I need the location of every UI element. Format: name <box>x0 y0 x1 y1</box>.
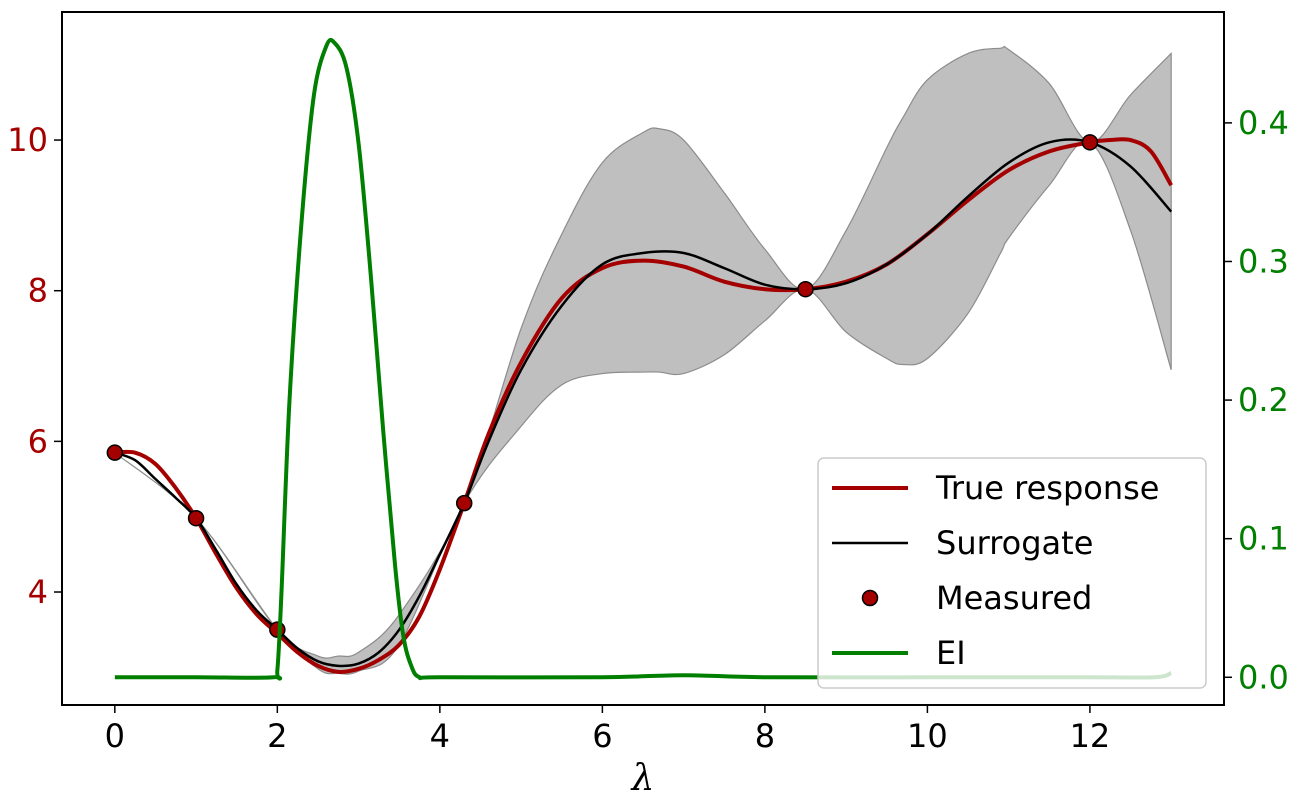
right-y-tick-label: 0.4 <box>1238 104 1289 142</box>
right-y-tick-label: 0.1 <box>1238 520 1289 558</box>
x-tick-label: 0 <box>105 717 125 755</box>
surrogate-line <box>114 138 1173 668</box>
left-y-tick-label: 8 <box>28 272 48 310</box>
legend-ei-label: EI <box>936 634 966 672</box>
x-tick-label: 2 <box>267 717 287 755</box>
left-y-tick-label: 4 <box>28 573 48 611</box>
legend-measured-swatch <box>861 589 879 607</box>
true-response-line <box>114 137 1173 674</box>
measured-point <box>1081 134 1099 151</box>
uncertainty-band-layer <box>114 45 1172 675</box>
measured-point <box>269 621 286 638</box>
uncertainty-band <box>114 45 1172 675</box>
right-y-tick-label: 0.3 <box>1238 242 1289 280</box>
x-axis-ticks: 0 2 4 6 8 10 12 <box>105 705 1111 755</box>
x-tick-label: 6 <box>592 717 612 755</box>
x-tick-label: 12 <box>1070 717 1111 755</box>
x-tick-label: 4 <box>430 717 450 755</box>
right-y-tick-label: 0.0 <box>1238 658 1289 696</box>
plot-frame <box>61 11 1225 706</box>
left-y-axis-ticks: 4 6 8 10 <box>7 121 62 611</box>
right-y-axis-ticks: 0.0 0.1 0.2 0.3 0.4 <box>1224 104 1289 696</box>
legend-surrogate-label: Surrogate <box>936 524 1093 562</box>
ei-line <box>114 37 1172 681</box>
measured-point <box>106 444 124 461</box>
legend-true-response-label: True response <box>935 469 1159 507</box>
series-lines-layer <box>114 137 1173 674</box>
right-y-tick-label: 0.2 <box>1238 381 1289 419</box>
legend-measured-label: Measured <box>936 579 1092 617</box>
measured-point <box>187 509 205 527</box>
x-tick-label: 8 <box>755 717 775 755</box>
legend: True response Surrogate Measured EI <box>817 457 1207 689</box>
x-axis-label: λ <box>630 758 655 799</box>
measured-point <box>797 280 814 298</box>
legend-box <box>817 457 1207 689</box>
left-y-tick-label: 6 <box>28 422 48 460</box>
ei-layer <box>114 37 1172 681</box>
left-y-tick-label: 10 <box>7 121 48 159</box>
measured-point <box>455 494 473 512</box>
x-tick-label: 10 <box>907 717 948 755</box>
